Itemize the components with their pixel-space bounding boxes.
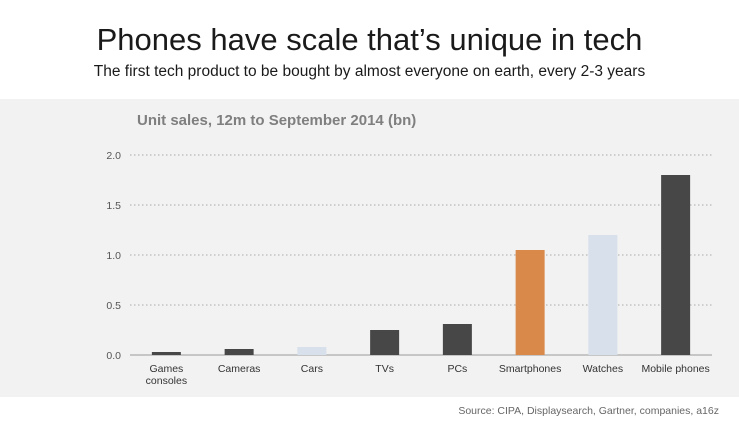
bar [224,349,254,355]
y-tick-label: 0.5 [106,300,121,312]
page-subtitle: The first tech product to be bought by a… [93,63,646,80]
x-category-label: Watches [583,363,623,375]
x-category-label: Smartphones [499,363,561,375]
y-tick-label: 0.0 [106,350,121,362]
x-category-label: Mobile phones [641,363,709,375]
y-tick-label: 1.5 [106,200,121,212]
x-category-label: consoles [146,375,187,387]
chart-grid [130,154,712,356]
page-title: Phones have scale that’s unique in tech [96,22,643,57]
x-category-label: Cameras [218,363,261,375]
bar [151,352,181,355]
y-tick-label: 1.0 [106,250,121,262]
bar [442,324,472,355]
y-axis-ticks: 0.0 0.5 1.0 1.5 2.0 [106,150,121,362]
x-category-label: Cars [301,363,323,375]
bar [370,330,400,355]
bar [661,175,691,355]
chart-title: Unit sales, 12m to September 2014 (bn) [137,112,417,129]
bar [297,347,327,355]
y-tick-label: 2.0 [106,150,121,162]
chart-bars [151,175,691,355]
bar [588,235,618,355]
x-category-label: TVs [375,363,394,375]
source-note: Source: CIPA, Displaysearch, Gartner, co… [458,405,719,417]
x-category-label: PCs [447,363,467,375]
bar [515,250,545,355]
x-category-label: Games [149,363,183,375]
